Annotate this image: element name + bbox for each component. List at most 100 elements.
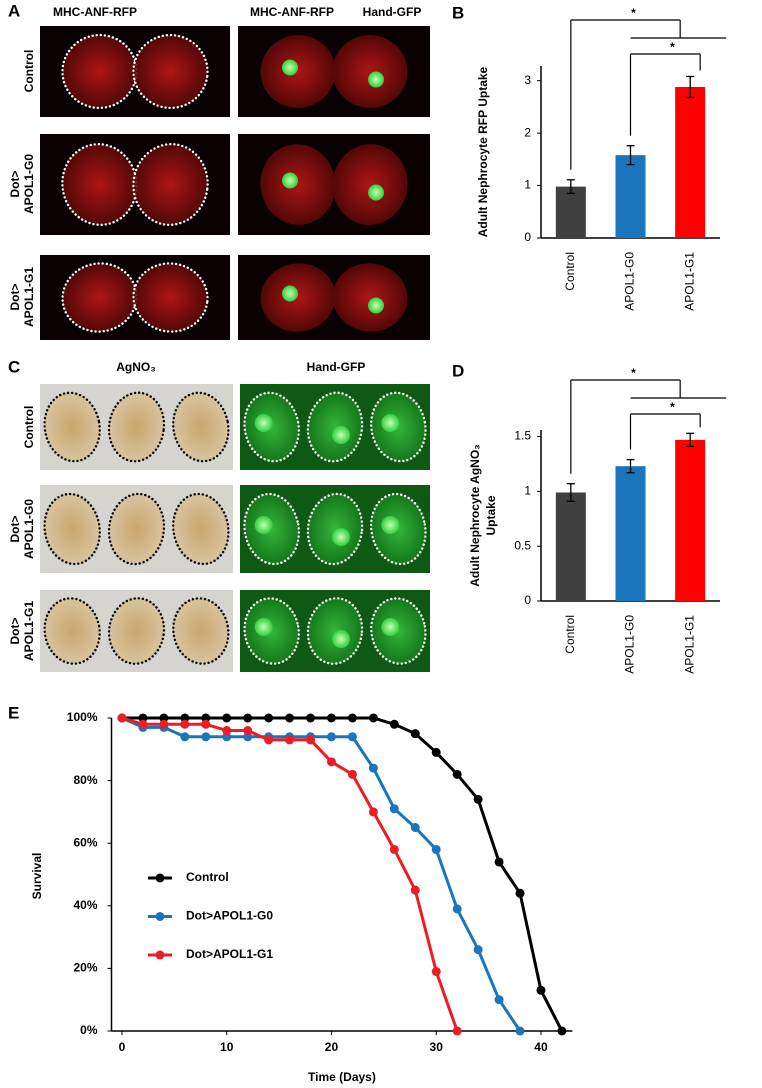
y-tick-label: 0: [524, 230, 531, 244]
row-label: APOL1-G0: [22, 154, 36, 214]
nucleus: [332, 630, 350, 648]
data-point: [410, 823, 420, 833]
data-point: [201, 713, 211, 723]
x-tick-label: APOL1-G0: [623, 252, 637, 311]
significance-star: *: [631, 366, 636, 380]
nucleus: [282, 172, 298, 189]
cell-outline: [172, 391, 230, 463]
cell-outline: [43, 597, 101, 665]
data-point: [452, 1026, 462, 1036]
panel-label: C: [8, 357, 20, 376]
panel-label: B: [452, 3, 464, 22]
data-point: [159, 719, 169, 729]
data-point: [285, 735, 295, 745]
y-tick-label: 0%: [80, 1023, 98, 1037]
cell-outline: [132, 142, 209, 227]
data-point: [368, 807, 378, 817]
cell: [260, 263, 336, 332]
data-point: [473, 945, 483, 955]
cell-outline: [172, 492, 230, 566]
y-tick-label: 3: [524, 73, 531, 87]
cell-outline: [107, 597, 166, 665]
x-tick-label: APOL1-G1: [682, 252, 696, 311]
cell: [307, 392, 363, 462]
legend-marker: [155, 912, 165, 921]
row-label: APOL1-G1: [22, 601, 36, 661]
data-point: [389, 844, 399, 854]
y-tick-label: 60%: [73, 835, 97, 849]
cell-outline: [43, 492, 101, 566]
data-point: [243, 713, 253, 723]
row-label: Dot>: [8, 171, 22, 198]
cell-outline: [132, 33, 209, 110]
cell: [108, 493, 165, 565]
series-line: [121, 716, 459, 1032]
significance-star: *: [631, 6, 636, 20]
cell: [307, 598, 363, 664]
data-point: [452, 904, 462, 914]
x-axis-label: Time (Days): [308, 1070, 376, 1084]
y-tick-label: 0: [524, 593, 531, 607]
nucleus: [368, 297, 384, 314]
nucleus: [282, 59, 298, 76]
cell: [133, 35, 208, 108]
y-tick-label: 1: [524, 178, 531, 192]
cell: [260, 35, 336, 108]
data-point: [326, 732, 336, 742]
cell-outline: [306, 492, 364, 566]
x-tick-label: APOL1-G0: [623, 615, 637, 674]
panel-label: D: [452, 361, 464, 380]
data-point: [494, 857, 504, 867]
x-tick-label: 30: [430, 1040, 444, 1054]
panel-label: E: [8, 703, 19, 722]
row-label: Control: [22, 406, 36, 449]
nucleus: [254, 618, 273, 636]
data-point: [431, 747, 441, 757]
data-point: [494, 995, 504, 1005]
data-point: [326, 713, 336, 723]
significance-star: *: [670, 40, 675, 54]
nucleus: [332, 426, 350, 444]
y-axis-label: Uptake: [484, 495, 498, 535]
nucleus: [381, 414, 400, 432]
panel-label: A: [8, 1, 20, 20]
nucleus: [381, 618, 400, 636]
data-point: [452, 769, 462, 779]
y-tick-label: 100%: [67, 710, 98, 724]
legend-marker: [155, 873, 165, 883]
data-point: [180, 713, 190, 723]
cell: [62, 35, 137, 108]
bar: [615, 466, 646, 601]
data-point: [536, 985, 546, 995]
cell: [332, 144, 408, 225]
cell: [332, 35, 408, 108]
legend-marker: [155, 950, 165, 960]
cell-outline: [243, 391, 301, 463]
cell: [133, 263, 208, 332]
column-header: MHC-ANF-RFP: [250, 5, 334, 19]
data-point: [347, 769, 357, 779]
data-point: [264, 735, 274, 745]
data-point: [222, 713, 232, 723]
y-tick-label: 2: [524, 125, 531, 139]
x-tick-label: 40: [534, 1040, 548, 1054]
data-point: [180, 719, 190, 729]
row-label: Dot>: [8, 516, 22, 543]
x-tick-label: Control: [563, 252, 577, 291]
cell: [62, 263, 137, 332]
column-header: Hand-GFP: [363, 5, 422, 19]
data-point: [159, 713, 169, 723]
cell: [173, 598, 229, 664]
cell: [133, 144, 208, 225]
data-point: [117, 713, 127, 723]
data-point: [347, 732, 357, 742]
cell: [173, 494, 229, 564]
cell: [173, 392, 229, 462]
data-point: [389, 804, 399, 814]
data-point: [368, 763, 378, 773]
column-header: Hand-GFP: [307, 360, 366, 374]
y-tick-label: 1: [524, 484, 531, 498]
x-tick-label: Control: [563, 615, 577, 654]
data-point: [222, 732, 232, 742]
